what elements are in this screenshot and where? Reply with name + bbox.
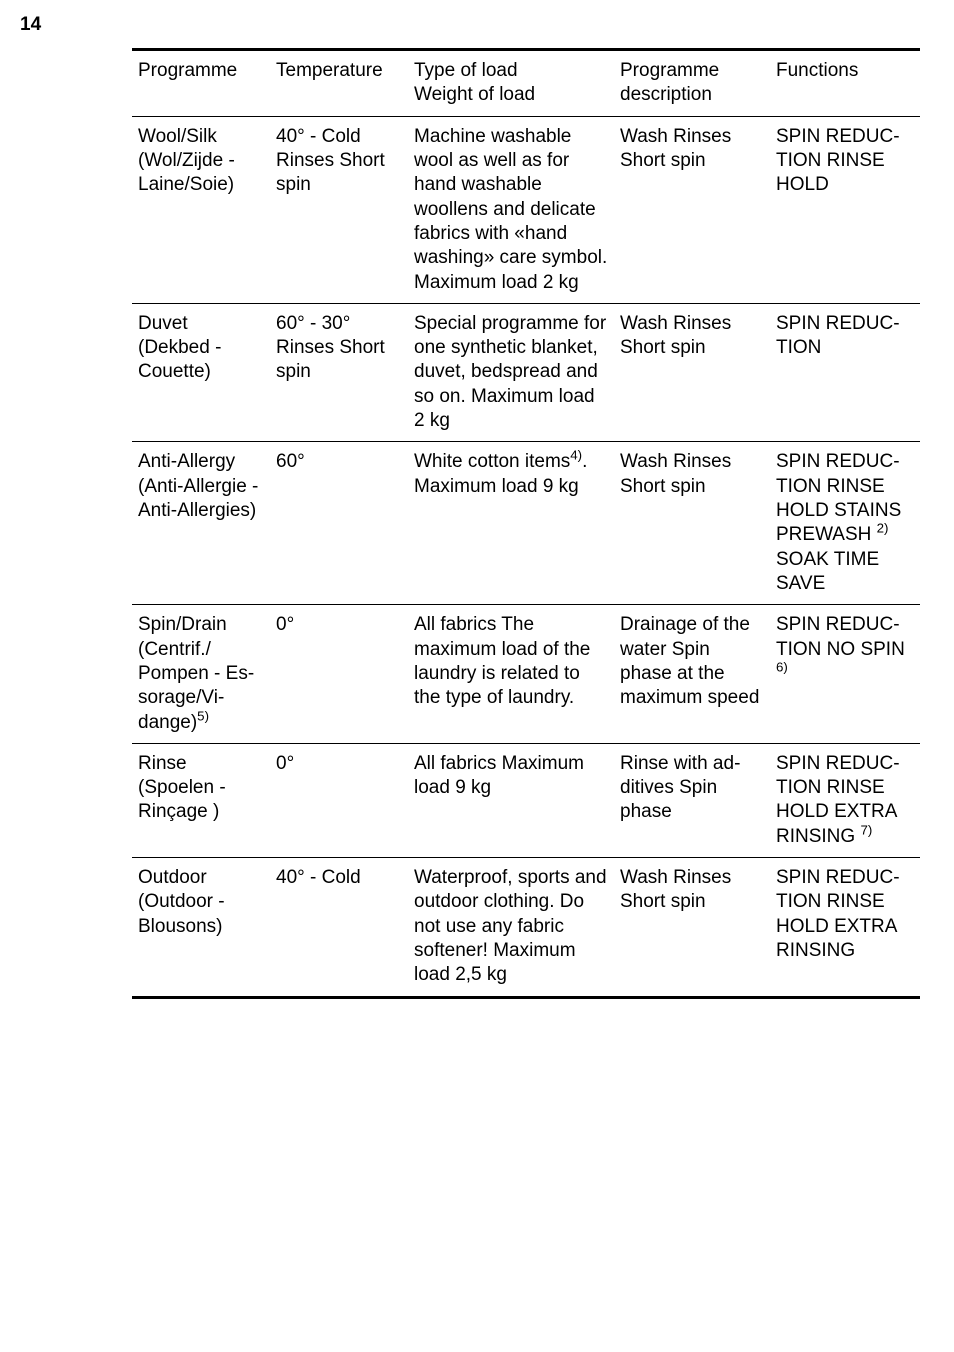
- table-header-row: Programme Temperature Type of load Weigh…: [132, 50, 920, 117]
- header-functions: Functions: [770, 50, 920, 117]
- cell-description: Wash Rinses Short spin: [614, 303, 770, 442]
- cell-temperature: 0°: [270, 605, 408, 744]
- header-desc-line1: Programme: [620, 60, 719, 81]
- cell-temperature: 60°: [270, 442, 408, 605]
- cell-functions: SPIN REDUC­TION: [770, 303, 920, 442]
- cell-functions: SPIN REDUC­TION NO SPIN 6): [770, 605, 920, 744]
- table-row: Wool/Silk (Wol/Zijde - Laine/Soie) 40° -…: [132, 116, 920, 303]
- cell-temperature: 40° - Cold Rinses Short spin: [270, 116, 408, 303]
- cell-load: All fabrics Maximum load 9 kg: [408, 743, 614, 857]
- cell-load: Machine washa­ble wool as well as for ha…: [408, 116, 614, 303]
- page-number: 14: [20, 14, 41, 36]
- cell-functions: SPIN REDUC­TION RINSE HOLD: [770, 116, 920, 303]
- cell-func-pre: SPIN REDUC­TION NO SPIN: [776, 614, 905, 659]
- cell-description: Rinse with ad­ditives Spin phase: [614, 743, 770, 857]
- header-load-line1: Type of load: [414, 60, 518, 81]
- cell-load-sup: 4): [570, 448, 582, 463]
- cell-load: All fabrics The maximum load of the laun…: [408, 605, 614, 744]
- header-load: Type of load Weight of load: [408, 50, 614, 117]
- cell-programme: Spin/Drain (Centrif./ Pompen - Es­sorage…: [132, 605, 270, 744]
- cell-prog-sup: 5): [197, 708, 209, 723]
- table-row: Duvet (Dekbed - Couette) 60° - 30° Rinse…: [132, 303, 920, 442]
- cell-programme: Duvet (Dekbed - Couette): [132, 303, 270, 442]
- header-load-line2: Weight of load: [414, 84, 535, 105]
- table-row: Spin/Drain (Centrif./ Pompen - Es­sorage…: [132, 605, 920, 744]
- cell-programme: Rinse (Spoelen - Rinçage ): [132, 743, 270, 857]
- cell-func-sup: 7): [860, 822, 872, 837]
- cell-description: Wash Rinses Short spin: [614, 858, 770, 998]
- header-programme: Programme: [132, 50, 270, 117]
- table-row: Rinse (Spoelen - Rinçage ) 0° All fabric…: [132, 743, 920, 857]
- cell-description: Drainage of the water Spin phase at the …: [614, 605, 770, 744]
- cell-programme: Outdoor (Outdoor - Blousons): [132, 858, 270, 998]
- cell-load: White cotton items4). Maximum load 9 kg: [408, 442, 614, 605]
- cell-func-post: SOAK TIME SAVE: [776, 549, 879, 594]
- cell-func-sup: 6): [776, 660, 788, 675]
- cell-functions: SPIN REDUC­TION RINSE HOLD STAINS PREWAS…: [770, 442, 920, 605]
- cell-load: Special pro­gramme for one synthetic bla…: [408, 303, 614, 442]
- programme-table: Programme Temperature Type of load Weigh…: [132, 48, 920, 999]
- cell-load-pre: White cotton items: [414, 451, 570, 472]
- cell-programme: Anti-Allergy (Anti-Allergie - Anti-Aller…: [132, 442, 270, 605]
- cell-programme: Wool/Silk (Wol/Zijde - Laine/Soie): [132, 116, 270, 303]
- header-temperature: Temperature: [270, 50, 408, 117]
- table-row: Anti-Allergy (Anti-Allergie - Anti-Aller…: [132, 442, 920, 605]
- programme-table-container: Programme Temperature Type of load Weigh…: [132, 48, 920, 999]
- cell-func-pre: SPIN REDUC­TION RINSE HOLD EXTRA RINS­IN…: [776, 753, 900, 847]
- cell-functions: SPIN REDUC­TION RINSE HOLD EXTRA RINS­IN…: [770, 743, 920, 857]
- cell-temperature: 0°: [270, 743, 408, 857]
- cell-load: Waterproof, sports and out­door clothing…: [408, 858, 614, 998]
- cell-temperature: 60° - 30° Rinses Short spin: [270, 303, 408, 442]
- table-row: Outdoor (Outdoor - Blousons) 40° - Cold …: [132, 858, 920, 998]
- cell-functions: SPIN REDUC­TION RINSE HOLD EXTRA RINS­IN…: [770, 858, 920, 998]
- cell-description: Wash Rinses Short spin: [614, 442, 770, 605]
- cell-func-sup: 2): [877, 521, 889, 536]
- header-description: Programme description: [614, 50, 770, 117]
- header-desc-line2: description: [620, 84, 712, 105]
- cell-temperature: 40° - Cold: [270, 858, 408, 998]
- cell-description: Wash Rinses Short spin: [614, 116, 770, 303]
